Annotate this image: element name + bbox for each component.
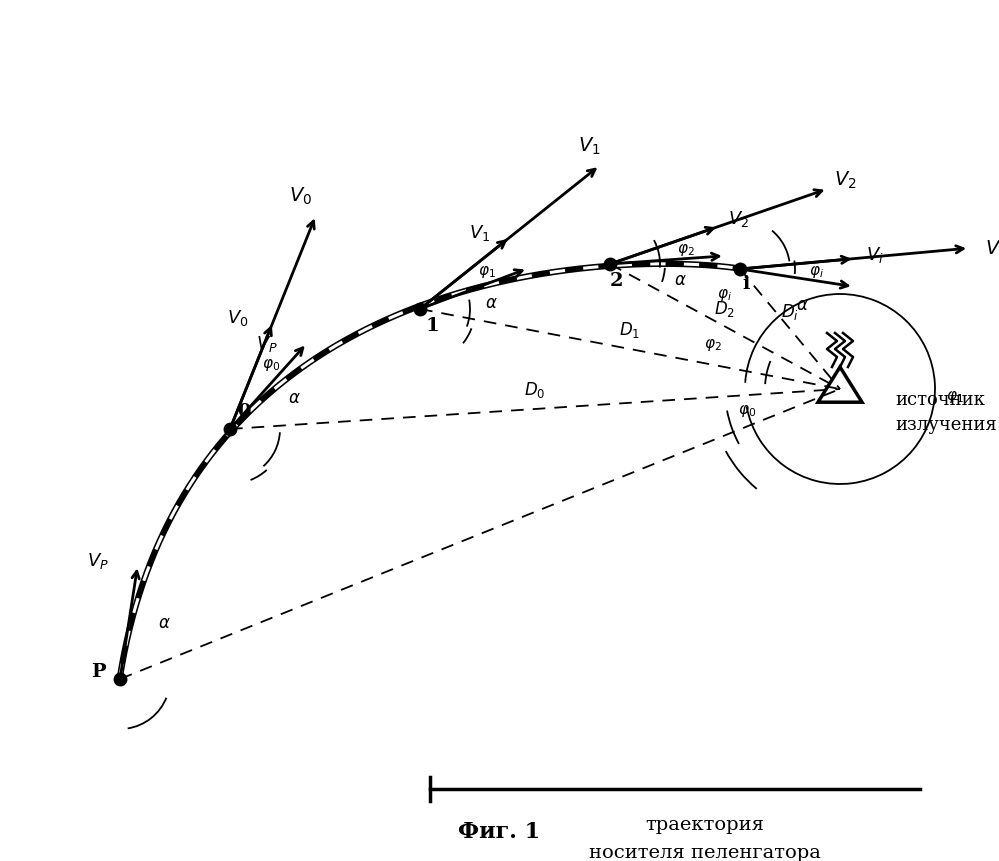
Text: $V_P$: $V_P$ [256,334,278,354]
Text: $D_2$: $D_2$ [714,299,735,319]
Text: Фиг. 1: Фиг. 1 [459,820,540,842]
Text: $\alpha$: $\alpha$ [159,615,171,631]
Text: $\varphi_1$: $\varphi_1$ [479,263,496,280]
Text: $V_1$: $V_1$ [578,136,601,157]
Text: 2: 2 [609,272,622,289]
Text: траектория: траектория [645,815,764,833]
Text: $\varphi_1$: $\varphi_1$ [946,388,964,405]
Text: $V_2$: $V_2$ [728,209,749,229]
Text: $D_1$: $D_1$ [619,319,640,339]
Text: $\varphi_0$: $\varphi_0$ [262,356,280,372]
Text: $V_i$: $V_i$ [985,238,999,259]
Text: $\varphi_2$: $\varphi_2$ [676,241,694,257]
Text: $V_0$: $V_0$ [290,186,313,207]
Text: $V_P$: $V_P$ [87,551,109,571]
Text: $\varphi_2$: $\varphi_2$ [704,336,721,352]
Text: $\varphi_0$: $\varphi_0$ [738,403,756,418]
Text: P: P [91,662,105,680]
Text: $\alpha$: $\alpha$ [674,271,686,288]
Text: $V_2$: $V_2$ [834,169,857,190]
Text: $\varphi_i$: $\varphi_i$ [809,264,824,280]
Text: i: i [742,275,749,293]
Text: источник: источник [895,391,985,408]
Text: $\alpha$: $\alpha$ [796,296,809,313]
Text: $\varphi_i$: $\varphi_i$ [716,287,731,302]
Text: $V_i$: $V_i$ [866,245,883,264]
Text: $D_0$: $D_0$ [524,380,545,400]
Text: $V_0$: $V_0$ [227,308,249,328]
Text: $\alpha$: $\alpha$ [289,389,301,406]
Text: $V_1$: $V_1$ [470,223,491,243]
Text: 1: 1 [426,317,439,335]
Text: излучения: излучения [895,416,997,433]
Text: $\alpha$: $\alpha$ [486,295,499,312]
Text: носителя пеленгатора: носителя пеленгатора [589,843,821,861]
Text: $D_i$: $D_i$ [781,301,799,322]
Text: 0: 0 [237,403,251,420]
